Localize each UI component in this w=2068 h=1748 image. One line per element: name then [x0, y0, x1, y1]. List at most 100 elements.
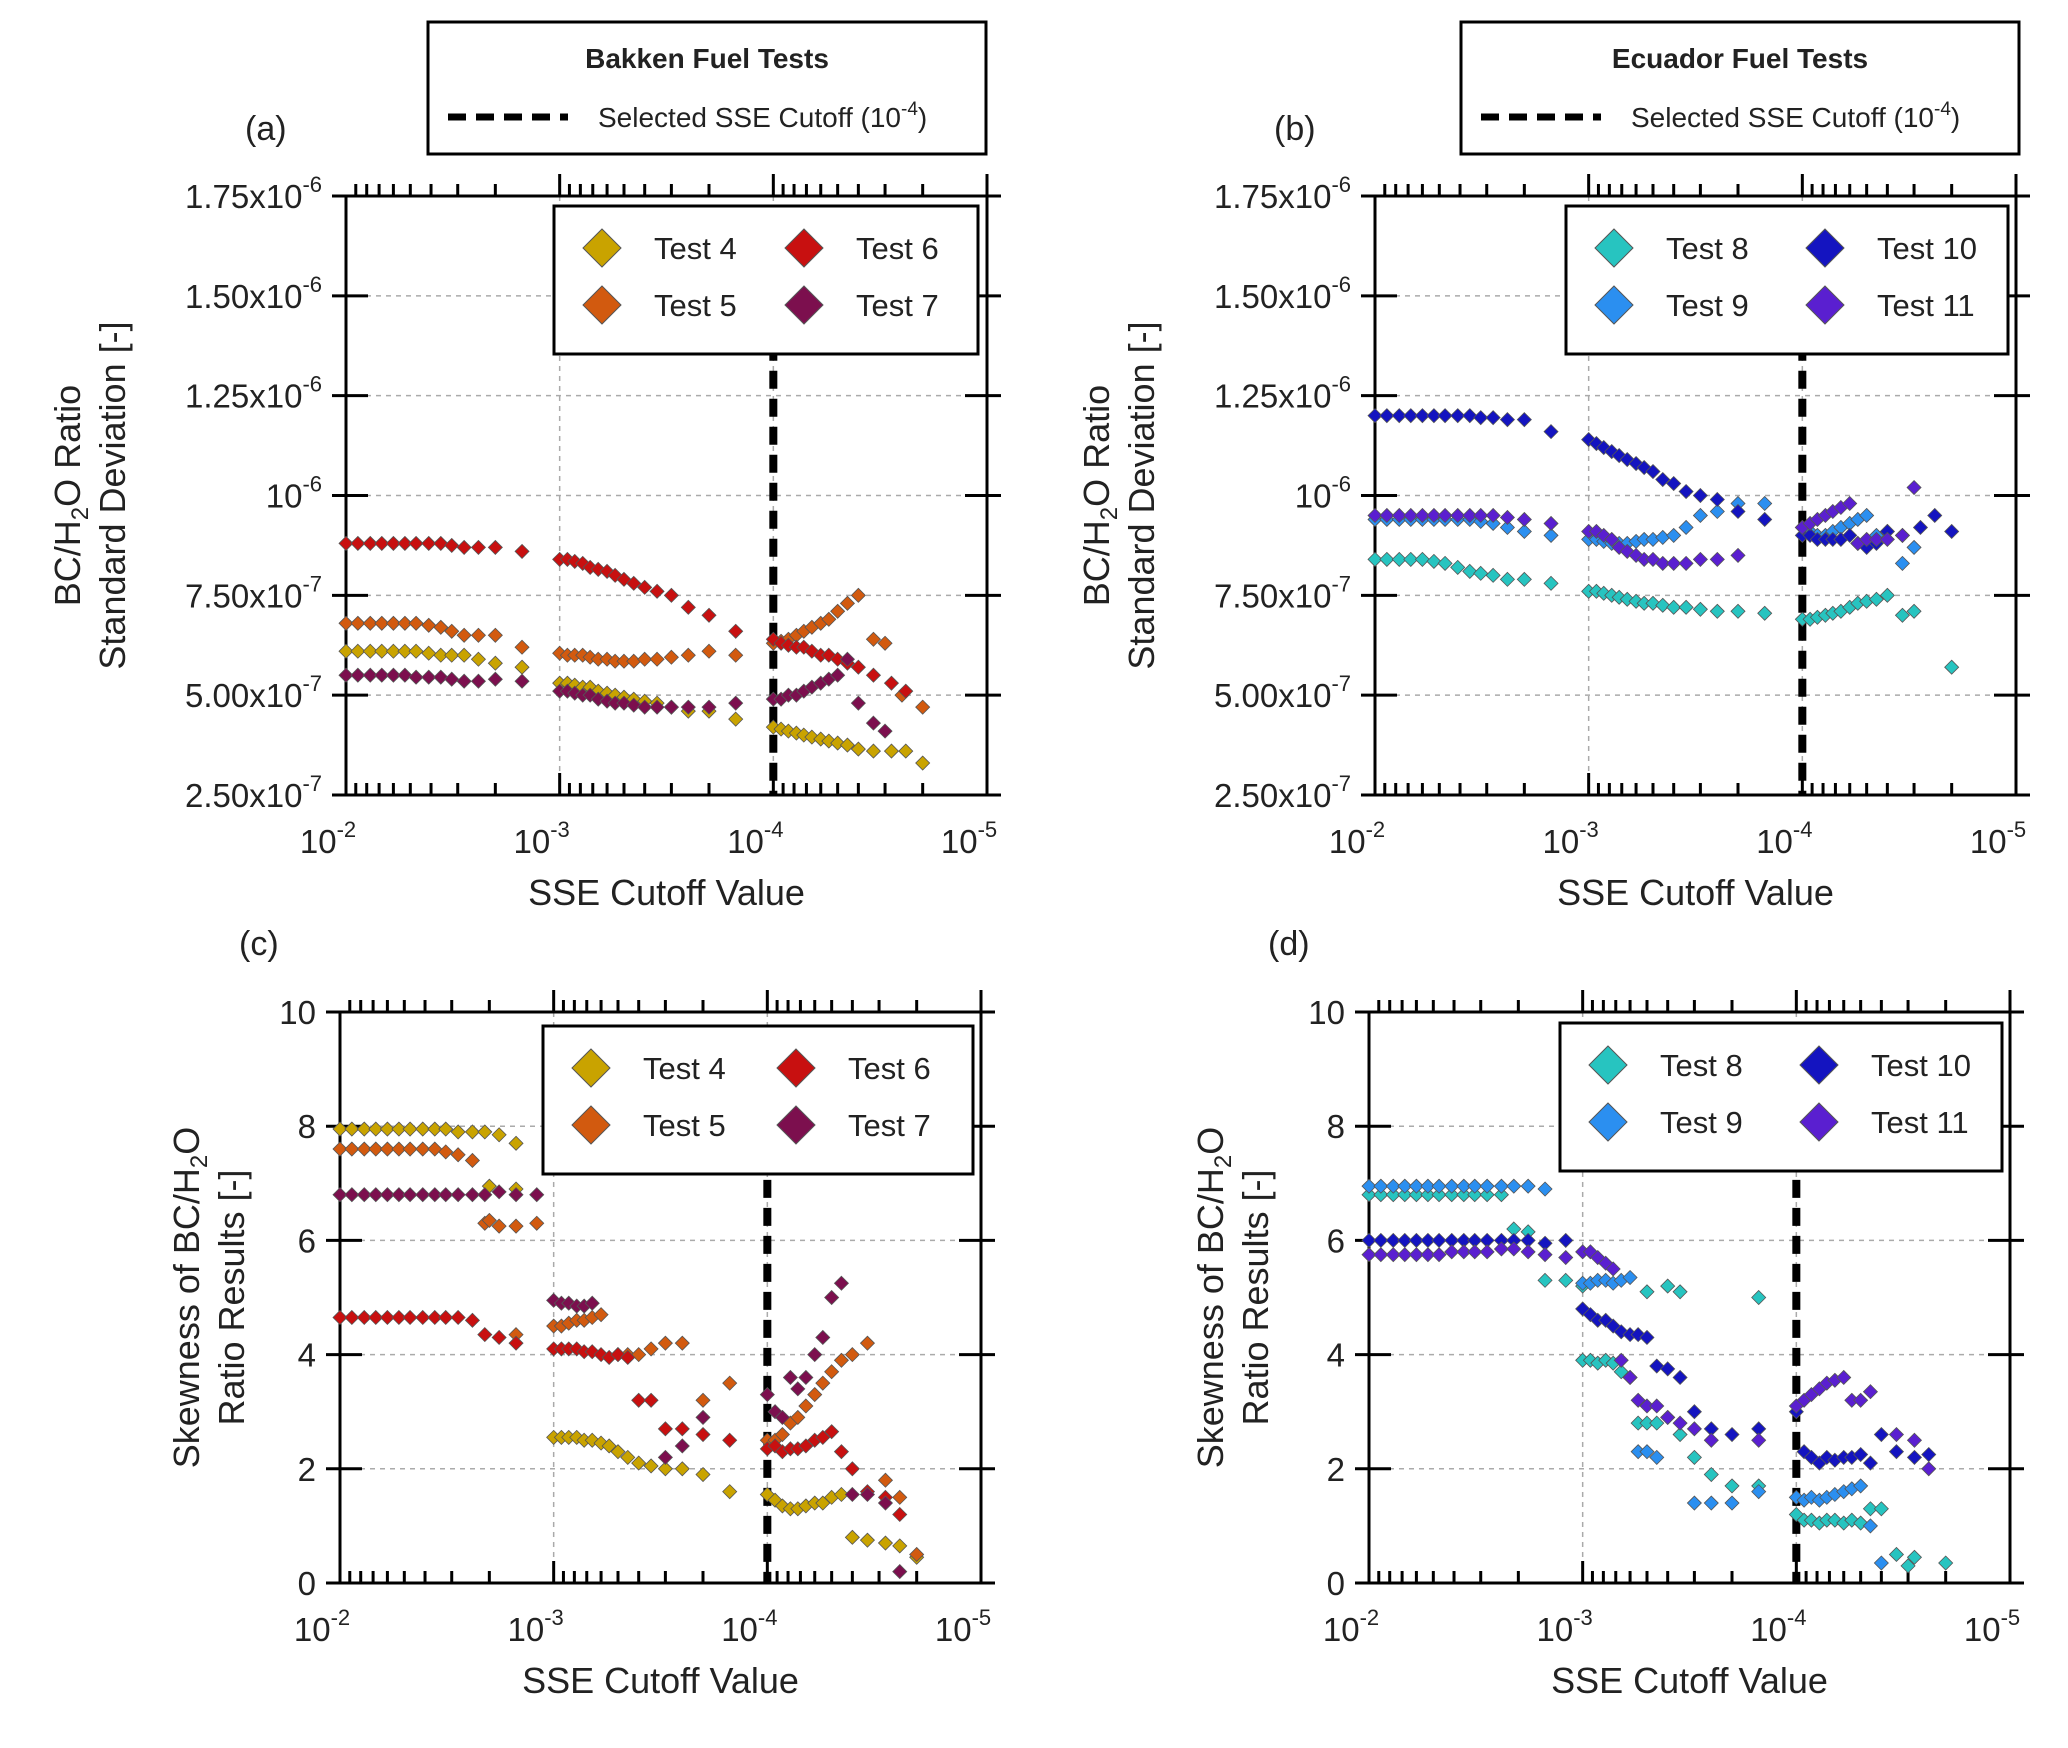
data-point	[892, 1506, 908, 1523]
data-point	[487, 627, 503, 643]
data-point	[824, 1364, 840, 1380]
x-tick-label: 10-2	[1329, 817, 1385, 860]
legend-label: Test 5	[654, 288, 737, 323]
data-point	[1444, 1187, 1460, 1203]
data-point	[508, 1218, 524, 1234]
data-point	[444, 623, 460, 639]
data-point	[631, 1455, 647, 1471]
data-point	[477, 1327, 493, 1343]
data-point	[408, 643, 424, 659]
legend-marker	[1799, 1045, 1839, 1085]
data-point	[1678, 555, 1694, 571]
data-point	[1367, 408, 1383, 424]
data-point	[1672, 1284, 1688, 1300]
y-tick-label: 1.25x10-6	[1214, 372, 1351, 415]
data-point	[491, 1218, 507, 1234]
data-point	[391, 1309, 407, 1326]
data-point	[491, 1329, 507, 1346]
legend-marker	[784, 228, 824, 268]
data-point	[701, 643, 717, 659]
data-point	[674, 1421, 690, 1437]
data-point	[626, 653, 642, 669]
panel-letter: (b)	[1274, 110, 1316, 148]
data-point	[898, 683, 914, 699]
x-tick-label: 10-5	[1970, 817, 2026, 860]
data-point	[1686, 1449, 1702, 1465]
legend-marker	[1805, 228, 1845, 268]
data-point	[898, 743, 914, 759]
legend-box-bakken: Bakken Fuel Tests Selected SSE Cutoff (1…	[426, 20, 988, 156]
data-point	[1431, 1187, 1447, 1203]
data-point	[444, 537, 460, 553]
data-point	[833, 1275, 849, 1291]
data-point	[1730, 547, 1746, 563]
data-point	[728, 711, 744, 727]
data-point	[637, 699, 653, 715]
data-point	[815, 1375, 831, 1391]
data-point	[839, 651, 855, 667]
data-point	[1479, 1244, 1495, 1260]
data-point	[438, 1309, 454, 1326]
data-point	[356, 1121, 372, 1137]
legend-marker	[582, 228, 622, 268]
x-tick-label: 10-3	[508, 1605, 564, 1648]
data-point	[796, 727, 812, 743]
data-point	[1361, 1247, 1377, 1263]
data-point	[657, 1421, 673, 1437]
panel-b: (b) 10-2 10-3 10-4 10-5 SSE Cutoff Value 2.50x…	[1076, 110, 2030, 913]
data-point	[590, 561, 606, 577]
data-point	[1927, 507, 1943, 524]
data-point	[421, 535, 437, 551]
data-point	[695, 1392, 711, 1408]
y-tick-label: 7.50x10-7	[185, 571, 322, 614]
data-point	[1906, 1549, 1923, 1565]
x-tick-label: 10-4	[721, 1605, 777, 1648]
data-point	[1537, 1247, 1553, 1263]
y-tick-label: 1.50x10-6	[185, 272, 322, 315]
data-point	[1844, 1512, 1860, 1528]
x-axis-label: SSE Cutoff Value	[522, 1660, 799, 1701]
data-point	[728, 695, 744, 711]
data-point	[1431, 1247, 1447, 1263]
data-point	[1467, 1187, 1483, 1203]
data-point	[865, 631, 882, 647]
data-point	[1467, 1178, 1483, 1194]
data-point	[774, 1426, 790, 1443]
data-point	[1842, 527, 1858, 543]
data-point	[1403, 551, 1419, 567]
data-point	[1879, 587, 1895, 603]
data-point	[701, 607, 717, 623]
data-point	[397, 615, 413, 631]
data-point	[1757, 495, 1773, 512]
data-point	[1686, 1421, 1702, 1437]
data-point	[657, 1461, 673, 1477]
data-point	[1605, 1318, 1621, 1334]
data-point	[1622, 1269, 1638, 1286]
data-point	[338, 667, 354, 683]
data-point	[1479, 1178, 1495, 1194]
legend-marker	[1588, 1102, 1628, 1142]
legend-box-item: Selected SSE Cutoff (10-4)	[1631, 99, 1960, 133]
data-point	[444, 671, 460, 687]
y-tick-label: 10	[279, 994, 316, 1031]
data-point	[1730, 503, 1746, 520]
data-point	[582, 559, 598, 575]
data-point	[1596, 585, 1612, 601]
data-point	[1520, 1244, 1536, 1260]
data-point	[1730, 603, 1746, 619]
data-point	[514, 659, 530, 675]
legend-label: Test 5	[643, 1108, 726, 1143]
data-point	[1431, 1178, 1447, 1194]
data-point	[362, 615, 378, 631]
data-point	[1611, 448, 1627, 464]
legend-marker	[571, 1048, 611, 1088]
data-point	[344, 1141, 360, 1157]
data-point	[1520, 1178, 1536, 1194]
data-point	[1842, 495, 1858, 512]
x-tick-label: 10-4	[1756, 817, 1812, 860]
y-tick-label: 10	[1308, 994, 1345, 1031]
data-point	[391, 1121, 407, 1137]
y-axis-label: Skewness of BC/H2O	[166, 1127, 213, 1469]
data-point	[332, 1141, 348, 1157]
data-point	[1862, 1455, 1878, 1471]
